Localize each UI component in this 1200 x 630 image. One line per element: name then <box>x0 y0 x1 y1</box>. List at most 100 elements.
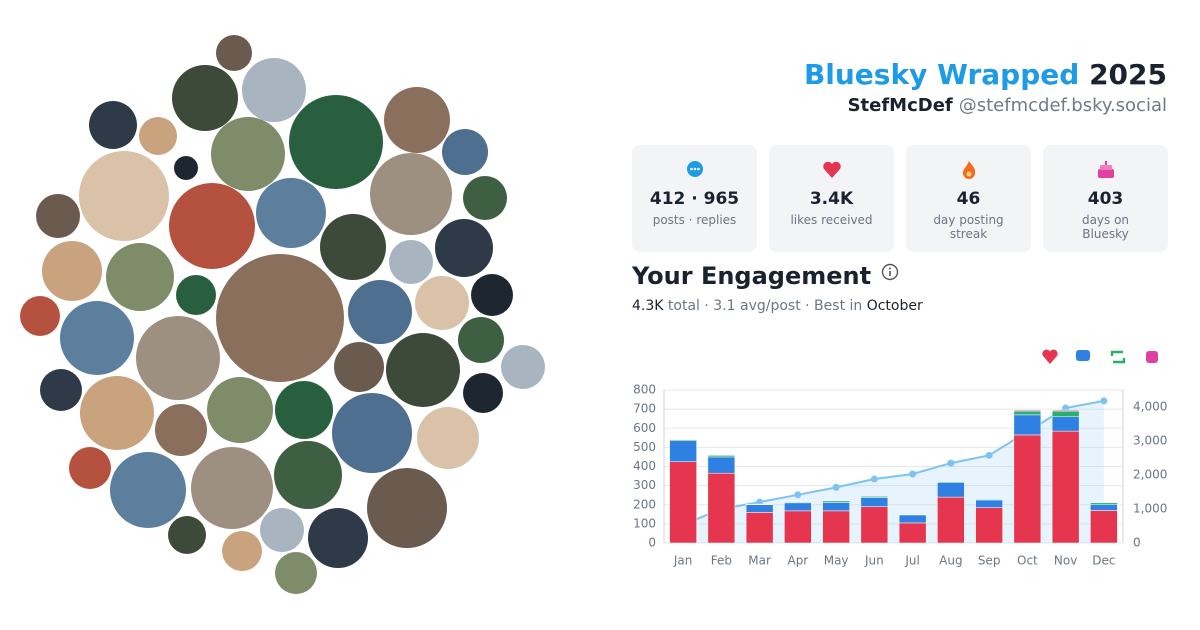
bar-segment <box>1090 510 1118 544</box>
legend-icon <box>1110 350 1126 364</box>
bar-segment <box>937 482 965 498</box>
avatar <box>139 117 177 155</box>
avatar <box>275 381 333 439</box>
bar-segment <box>745 512 774 544</box>
year: 2025 <box>1089 58 1167 91</box>
avatar <box>367 468 447 548</box>
stat-card: 412 · 965 posts · replies <box>632 145 757 252</box>
x-tick-label: Oct <box>1017 554 1038 568</box>
avatar <box>334 342 384 392</box>
summary-part: avg/post · Best in <box>735 298 867 314</box>
avatar <box>211 117 285 191</box>
avatar-cloud <box>20 35 545 594</box>
bar-segment <box>745 504 774 513</box>
line-point <box>717 505 725 513</box>
avatar <box>207 377 273 443</box>
y-tick-label: 600 <box>633 421 656 435</box>
avatar <box>36 194 80 238</box>
stat-value: 412 · 965 <box>649 189 740 209</box>
handle: @stefmcdef.bsky.social <box>958 95 1167 116</box>
avatar <box>274 441 342 509</box>
avatar <box>79 151 169 241</box>
y-tick-label: 100 <box>633 516 656 530</box>
bar-segment <box>898 522 927 544</box>
avatar <box>42 241 102 301</box>
avatar <box>169 183 255 269</box>
line-point <box>870 475 878 483</box>
bar-segment <box>745 503 774 505</box>
avatar <box>386 333 460 407</box>
stat-card: 46 day posting streak <box>906 145 1031 252</box>
bar-segment <box>1051 416 1080 432</box>
x-tick-label: Jun <box>864 554 884 568</box>
line-point <box>947 459 955 467</box>
avatar <box>501 345 545 389</box>
info-icon[interactable] <box>881 263 899 281</box>
x-tick-label: May <box>824 554 849 568</box>
x-tick-label: Dec <box>1092 554 1115 568</box>
bar-segment <box>822 500 850 503</box>
y2-tick-label: 4,000 <box>1133 400 1167 414</box>
bar-segment <box>1013 434 1042 544</box>
legend-icon <box>1076 350 1090 361</box>
bar-segment <box>707 472 736 544</box>
header: Bluesky Wrapped 2025 StefMcDef @stefmcdef… <box>804 58 1167 116</box>
avatar <box>174 156 198 180</box>
summary: 4.3K total · 3.1 avg/post · Best in Octo… <box>632 298 923 314</box>
display-name: StefMcDef <box>847 95 953 116</box>
title: Bluesky Wrapped 2025 <box>804 58 1167 91</box>
avatar <box>458 317 504 363</box>
avatar <box>69 447 111 489</box>
avatar <box>348 280 412 344</box>
line-point <box>756 498 764 506</box>
line-point <box>909 470 917 478</box>
x-tick-label: Apr <box>787 554 808 568</box>
avatar <box>80 376 154 450</box>
x-tick-label: Sep <box>978 554 1001 568</box>
bar-segment <box>1090 504 1118 511</box>
avatar <box>216 254 344 382</box>
avatar <box>275 552 317 594</box>
y2-tick-label: 1,000 <box>1133 502 1167 516</box>
y-tick-label: 300 <box>633 478 656 492</box>
y-tick-label: 400 <box>633 459 656 473</box>
bar-segment <box>1051 430 1080 544</box>
stat-card: 3.4K likes received <box>769 145 894 252</box>
avatar <box>389 240 433 284</box>
avatar <box>417 407 479 469</box>
stat-label: likes received <box>790 213 873 227</box>
legend-icon <box>1042 349 1058 364</box>
avatar <box>89 101 137 149</box>
x-tick-label: Feb <box>711 554 732 568</box>
section-title: Your Engagement <box>632 262 872 290</box>
avatar <box>40 369 82 411</box>
line-point <box>1023 428 1031 436</box>
stat-value: 46 <box>956 189 981 209</box>
bar-segment <box>1051 410 1080 418</box>
x-tick-label: Jan <box>673 554 693 568</box>
bar-segment <box>860 497 889 507</box>
summary-part: 3.1 <box>713 298 736 314</box>
line-point <box>1062 404 1070 412</box>
bar-segment <box>822 502 850 512</box>
avatar <box>471 274 513 316</box>
y-tick-label: 200 <box>633 497 656 511</box>
avatar <box>155 404 207 456</box>
y2-tick-label: 3,000 <box>1133 434 1167 448</box>
avatar <box>168 516 206 554</box>
x-tick-label: Aug <box>939 554 962 568</box>
app-title: Bluesky Wrapped <box>803 58 1080 91</box>
avatar <box>435 219 493 277</box>
stat-card: 403 days on Bluesky <box>1043 145 1168 252</box>
bar-segment <box>1013 414 1042 436</box>
bar-segment <box>1013 410 1042 416</box>
bar-segment <box>784 501 812 504</box>
avatar <box>60 301 134 375</box>
x-tick-label: Nov <box>1054 554 1077 568</box>
x-tick-label: Mar <box>748 554 771 568</box>
line-point <box>832 483 840 491</box>
bar-segment <box>975 498 1003 501</box>
bar-segment <box>937 496 965 544</box>
bar-segment <box>707 456 736 474</box>
